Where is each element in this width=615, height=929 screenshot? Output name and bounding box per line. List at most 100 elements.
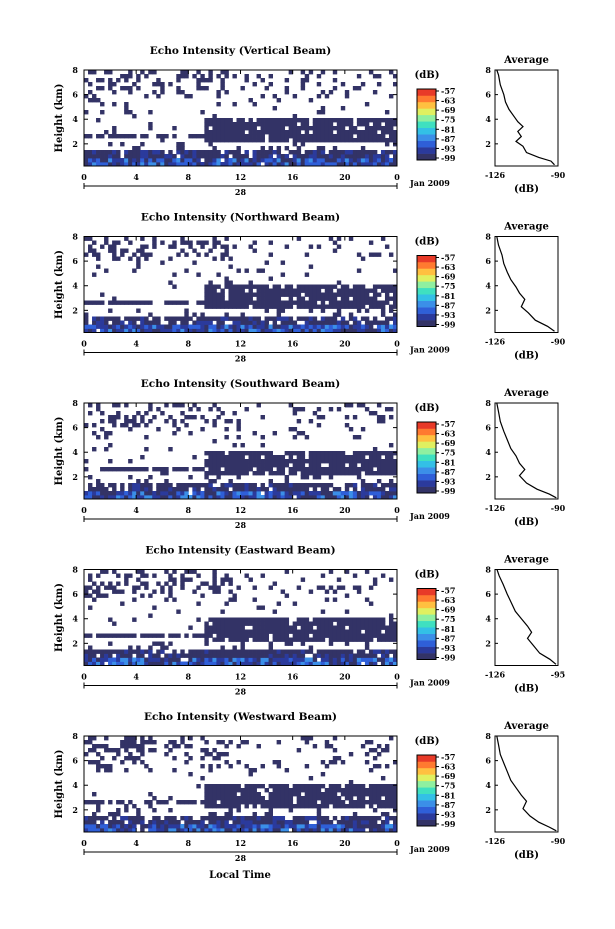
heatmap-cell	[212, 158, 217, 163]
profile-line	[496, 402, 557, 499]
heatmap-cell	[204, 324, 209, 329]
heatmap-cell	[360, 284, 366, 289]
heatmap-cell	[148, 491, 153, 496]
heatmap-cell	[248, 467, 253, 472]
heatmap-cell	[148, 252, 153, 257]
heatmap-cell	[180, 158, 185, 163]
heatmap-cell	[304, 122, 310, 127]
heatmap-cell	[320, 661, 326, 666]
heatmap-cell	[224, 487, 229, 492]
heatmap-cell	[344, 816, 350, 821]
heatmap-cell	[268, 122, 273, 127]
heatmap-cell	[128, 744, 133, 749]
heatmap-cell	[208, 74, 213, 79]
heatmap-cell	[384, 653, 390, 658]
heatmap-cell	[304, 820, 310, 825]
heatmap-cell	[156, 427, 161, 432]
heatmap-cell	[156, 828, 161, 833]
heatmap-cell	[348, 162, 354, 167]
heatmap-cell	[84, 824, 89, 829]
heatmap-cell	[204, 804, 209, 809]
heatmap-cell	[364, 495, 370, 500]
heatmap-cell	[92, 328, 97, 333]
heatmap-cell	[224, 284, 229, 289]
heatmap-cell	[136, 816, 141, 821]
heatmap-cell	[112, 415, 117, 420]
heatmap-cell	[116, 752, 121, 757]
heatmap-cell	[312, 150, 318, 155]
heatmap-cell	[356, 252, 362, 257]
heatmap-cell	[336, 304, 342, 309]
colorbar-tick-label: -75	[441, 115, 455, 125]
heatmap-cell	[316, 796, 322, 801]
heatmap-cell	[328, 569, 334, 574]
heatmap-cell	[176, 300, 181, 305]
heatmap-cell	[152, 589, 157, 594]
heatmap-cell	[388, 824, 394, 829]
heatmap-cell	[304, 328, 310, 333]
heatmap-cell	[204, 637, 209, 642]
x-tick-label: 0	[394, 505, 400, 515]
heatmap-cell	[280, 162, 286, 167]
heatmap-cell	[380, 820, 386, 825]
heatmap-cell	[260, 154, 265, 159]
heatmap-cell	[312, 304, 318, 309]
y-tick-label: 2	[72, 305, 78, 315]
heatmap-cell	[112, 158, 117, 163]
heatmap-cell	[240, 122, 245, 127]
heatmap-cell	[248, 796, 253, 801]
y-tick-label: 2	[72, 638, 78, 648]
heatmap-cell	[216, 240, 221, 245]
heatmap-cell	[280, 158, 286, 163]
heatmap-cell	[272, 649, 278, 654]
heatmap-cell	[180, 661, 185, 666]
heatmap-cell	[368, 784, 374, 789]
heatmap-cell	[180, 316, 185, 321]
heatmap-cell	[316, 824, 322, 829]
heatmap-cell	[168, 593, 173, 598]
heatmap-cell	[376, 320, 382, 325]
heatmap-cell	[240, 134, 245, 139]
heatmap-cell	[180, 491, 185, 496]
heatmap-cell	[336, 455, 342, 460]
heatmap-cell	[332, 304, 338, 309]
heatmap-cell	[356, 324, 362, 329]
heatmap-cell	[224, 752, 229, 757]
heatmap-cell	[336, 328, 342, 333]
heatmap-cell	[264, 653, 269, 658]
heatmap-cell	[336, 585, 342, 590]
heatmap-cell	[256, 296, 261, 301]
heatmap-cell	[348, 463, 354, 468]
colorbar-segment	[417, 108, 436, 116]
heatmap-cell	[104, 328, 109, 333]
heatmap-cell	[376, 495, 382, 500]
heatmap-cell	[344, 784, 350, 789]
heatmap-cell	[212, 649, 217, 654]
heatmap-cell	[204, 581, 209, 586]
heatmap-cell	[108, 820, 113, 825]
heatmap-cell	[384, 284, 390, 289]
heatmap-cell	[228, 256, 233, 261]
date-label: Jan 2009	[409, 678, 450, 688]
heatmap-cell	[264, 316, 269, 321]
heatmap-cell	[256, 459, 261, 464]
heatmap-cell	[220, 487, 225, 492]
heatmap-cell	[156, 158, 161, 163]
heatmap-cell	[160, 657, 165, 662]
heatmap-cell	[168, 816, 173, 821]
heatmap-cell	[148, 820, 153, 825]
profile-frame	[494, 569, 559, 666]
heatmap-cell	[288, 641, 294, 646]
heatmap-cell	[360, 300, 366, 305]
heatmap-cell	[136, 158, 141, 163]
profile-y-tick-label: 8	[485, 731, 491, 741]
heatmap-cell	[380, 776, 386, 781]
heatmap-cell	[336, 784, 342, 789]
heatmap-cell	[304, 272, 310, 277]
heatmap-cell	[392, 316, 398, 321]
heatmap-cell	[328, 304, 334, 309]
heatmap-cell	[324, 284, 330, 289]
heatmap-cell	[88, 828, 93, 833]
heatmap-cell	[340, 284, 346, 289]
heatmap-cell	[252, 150, 257, 155]
